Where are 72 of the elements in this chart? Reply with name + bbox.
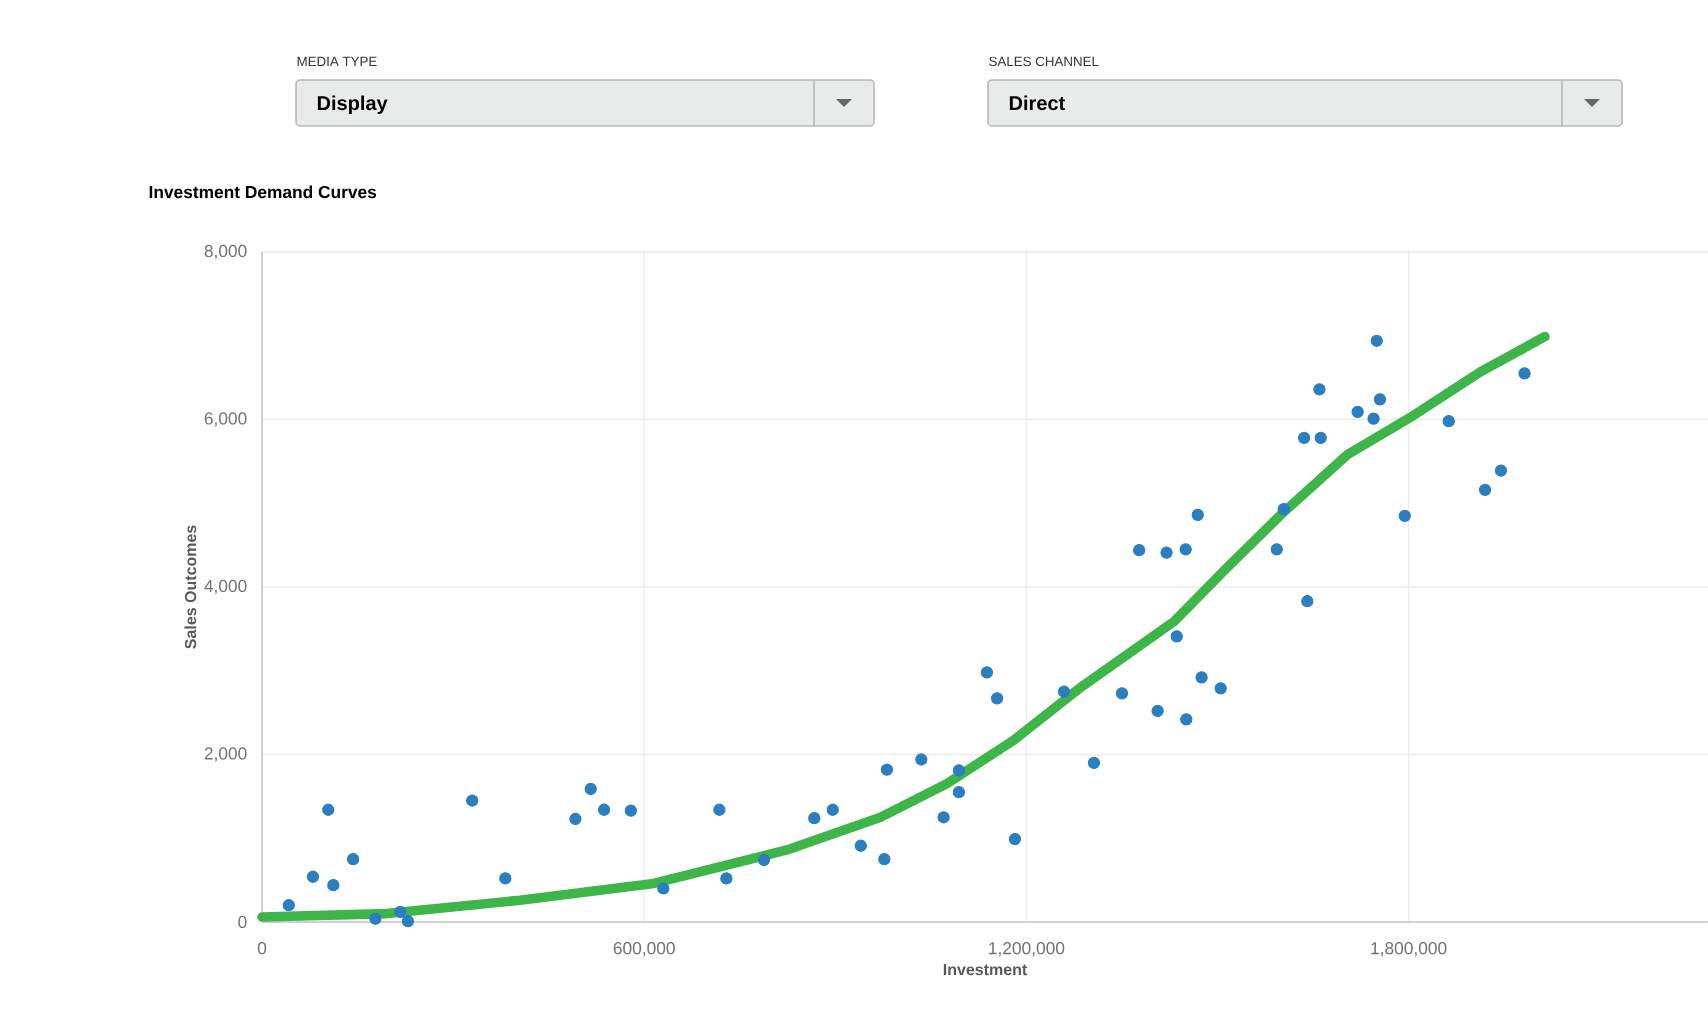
x-tick-label: 600,000 bbox=[613, 942, 675, 957]
x-tick-label: 1,200,000 bbox=[989, 942, 1065, 957]
point bbox=[1494, 464, 1508, 477]
y-tick-label: 0 bbox=[238, 915, 247, 929]
point bbox=[1087, 756, 1101, 769]
point bbox=[1398, 509, 1411, 522]
point bbox=[915, 753, 928, 766]
point bbox=[1370, 334, 1383, 347]
point bbox=[1179, 543, 1192, 556]
point bbox=[990, 692, 1004, 705]
point bbox=[952, 764, 966, 777]
point bbox=[826, 803, 839, 816]
point bbox=[1191, 508, 1204, 522]
point bbox=[1277, 502, 1290, 516]
point bbox=[1170, 630, 1183, 643]
point bbox=[878, 853, 891, 866]
point bbox=[401, 914, 415, 928]
point bbox=[657, 882, 670, 895]
text: Direct bbox=[1009, 95, 1065, 111]
y-tick-label: 6,000 bbox=[204, 412, 247, 427]
point bbox=[808, 811, 821, 825]
point bbox=[322, 803, 335, 816]
x-tick-label: 1,800,000 bbox=[1371, 942, 1447, 957]
point bbox=[369, 912, 382, 925]
point bbox=[1313, 383, 1326, 396]
point bbox=[394, 905, 407, 919]
point bbox=[466, 794, 479, 807]
y-tick-label: 8,000 bbox=[204, 244, 247, 260]
point bbox=[1297, 431, 1311, 445]
point bbox=[282, 899, 295, 912]
point bbox=[1367, 412, 1380, 425]
point bbox=[980, 666, 994, 679]
point bbox=[952, 786, 966, 799]
x-axis-title: Investment bbox=[943, 964, 1028, 976]
point bbox=[624, 804, 637, 817]
point bbox=[713, 803, 726, 816]
point bbox=[1133, 543, 1146, 557]
point bbox=[1214, 682, 1227, 695]
point bbox=[1180, 713, 1193, 726]
point bbox=[720, 872, 733, 885]
chart-title: Investment Demand Curves bbox=[149, 185, 377, 199]
point bbox=[1518, 367, 1531, 380]
point bbox=[1151, 704, 1164, 718]
point bbox=[880, 763, 894, 776]
point bbox=[327, 878, 340, 892]
line-series bbox=[257, 331, 1550, 922]
point bbox=[1195, 671, 1208, 684]
point bbox=[597, 803, 611, 816]
point bbox=[854, 839, 867, 852]
point bbox=[569, 812, 582, 826]
point bbox=[1057, 685, 1071, 698]
point bbox=[1270, 543, 1283, 556]
point bbox=[1478, 483, 1492, 496]
y-axis-title: Sales Outcomes bbox=[184, 525, 197, 649]
point bbox=[757, 853, 771, 867]
point bbox=[584, 782, 597, 795]
point bbox=[1442, 415, 1455, 428]
x-tick-label: 0 bbox=[257, 942, 267, 955]
point bbox=[346, 853, 360, 866]
point bbox=[1373, 393, 1387, 406]
y-tick-label: 2,000 bbox=[204, 747, 247, 762]
point bbox=[1160, 546, 1173, 559]
point bbox=[1314, 431, 1327, 445]
point bbox=[1115, 687, 1129, 700]
text: Display bbox=[317, 95, 388, 115]
point bbox=[306, 870, 320, 883]
point bbox=[1351, 405, 1364, 419]
point bbox=[1301, 595, 1314, 608]
y-tick-label: 4,000 bbox=[204, 579, 247, 595]
point bbox=[1008, 832, 1022, 846]
point bbox=[937, 811, 950, 824]
point bbox=[499, 872, 512, 885]
